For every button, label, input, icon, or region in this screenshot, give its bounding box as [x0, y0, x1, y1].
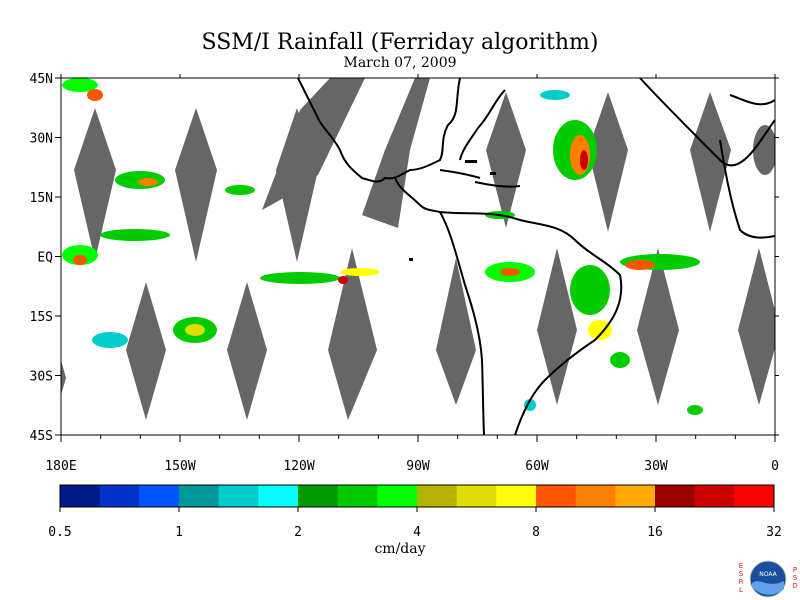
x-tick-label: 30W — [644, 459, 668, 474]
colorbar-swatch — [734, 485, 775, 507]
rain-patch — [92, 332, 128, 348]
y-tick-label: 30N — [30, 132, 53, 147]
island — [465, 160, 477, 163]
island — [490, 172, 496, 175]
colorbar-swatch — [575, 485, 616, 507]
swath-gap — [74, 108, 116, 260]
rain-patch — [138, 178, 158, 186]
colorbar-tick-label: 8 — [532, 525, 540, 540]
swath-gap — [362, 78, 430, 228]
colorbar: 0.5 1 2 4 8 16 32 — [48, 484, 782, 540]
swath-gap — [486, 92, 526, 228]
x-axis: 180E 150W 120W 90W 60W 30W 0 — [45, 74, 779, 474]
swath-gap — [588, 92, 628, 232]
rain-patch — [185, 324, 205, 336]
colorbar-swatch — [99, 485, 140, 507]
rain-patch — [588, 320, 612, 340]
x-tick-label: 90W — [406, 459, 430, 474]
colorbar-swatch — [298, 485, 339, 507]
rain-patch — [340, 268, 380, 276]
colorbar-tick-label: 2 — [294, 525, 302, 540]
rain-patch — [570, 265, 610, 315]
colorbar-swatch — [694, 485, 735, 507]
island — [409, 258, 413, 261]
swath-gap — [436, 258, 476, 405]
swath-gap — [690, 92, 731, 232]
colorbar-unit-label: cm/day — [374, 541, 426, 557]
rain-patch — [225, 185, 255, 195]
y-tick-label: 45S — [30, 429, 53, 444]
y-tick-label: 15N — [30, 191, 53, 206]
rain-patch — [260, 272, 340, 284]
swath-gap — [738, 248, 775, 405]
coastline-south-america — [439, 211, 623, 435]
colorbar-swatch — [496, 485, 537, 507]
y-axis: 45N 30N 15N EQ 15S 30S 45S — [30, 72, 779, 444]
swath-gap — [227, 282, 267, 420]
colorbar-tick-label: 32 — [766, 525, 782, 540]
rain-patch — [87, 89, 103, 101]
colorbar-swatch — [417, 485, 458, 507]
rain-patch — [580, 150, 588, 170]
coastline-europe — [729, 94, 775, 106]
svg-text:NOAA: NOAA — [759, 571, 777, 578]
swath-gap — [175, 108, 217, 262]
colorbar-swatch — [179, 485, 220, 507]
rain-patch — [338, 276, 348, 284]
colorbar-swatch — [615, 485, 656, 507]
swath-gap — [61, 360, 66, 395]
rain-patch — [500, 268, 520, 276]
x-tick-label: 0 — [771, 459, 779, 474]
x-tick-label: 120W — [283, 459, 314, 474]
map-title: SSM/I Rainfall (Ferriday algorithm) — [201, 30, 599, 55]
rain-patch — [610, 352, 630, 368]
rain-patch — [687, 405, 703, 415]
colorbar-swatch — [218, 485, 259, 507]
swath-gap — [537, 248, 577, 405]
y-tick-label: 45N — [30, 72, 53, 87]
colorbar-tick-label: 1 — [175, 525, 183, 540]
coastline-africa — [719, 139, 775, 239]
colorbar-swatch — [536, 485, 577, 507]
colorbar-swatch — [258, 485, 299, 507]
colorbar-swatch — [456, 485, 497, 507]
x-tick-label: 60W — [525, 459, 549, 474]
swath-gap — [126, 282, 166, 420]
x-tick-label: 150W — [164, 459, 195, 474]
coastline-caribbean — [439, 169, 521, 188]
colorbar-swatch — [60, 485, 101, 507]
swath-gap — [328, 248, 377, 420]
y-tick-label: EQ — [37, 251, 53, 266]
colorbar-tick-label: 0.5 — [48, 525, 71, 540]
coastline-north-america — [297, 78, 461, 183]
colorbar-tick-label: 4 — [413, 525, 421, 540]
coastline-florida — [459, 89, 506, 161]
swath-gap — [637, 248, 679, 405]
colorbar-tick-label: 16 — [647, 525, 663, 540]
colorbar-swatch — [139, 485, 180, 507]
rain-patch — [73, 255, 87, 265]
coastline-gulf — [394, 177, 441, 213]
colorbar-swatch — [377, 485, 418, 507]
swath-gap — [262, 78, 365, 210]
rain-patch — [100, 229, 170, 241]
coastline-greenland — [639, 78, 775, 167]
y-tick-label: 30S — [30, 370, 53, 385]
colorbar-swatch — [655, 485, 696, 507]
rain-patch — [62, 78, 98, 92]
rain-patch — [540, 90, 570, 100]
rain-patch — [625, 260, 655, 270]
noaa-emblem-icon: NOAA — [749, 560, 787, 598]
colorbar-swatch — [337, 485, 378, 507]
map-date: March 07, 2009 — [343, 55, 457, 71]
x-tick-label: 180E — [45, 459, 76, 474]
rain-patch — [753, 125, 775, 175]
y-tick-label: 15S — [30, 310, 53, 325]
